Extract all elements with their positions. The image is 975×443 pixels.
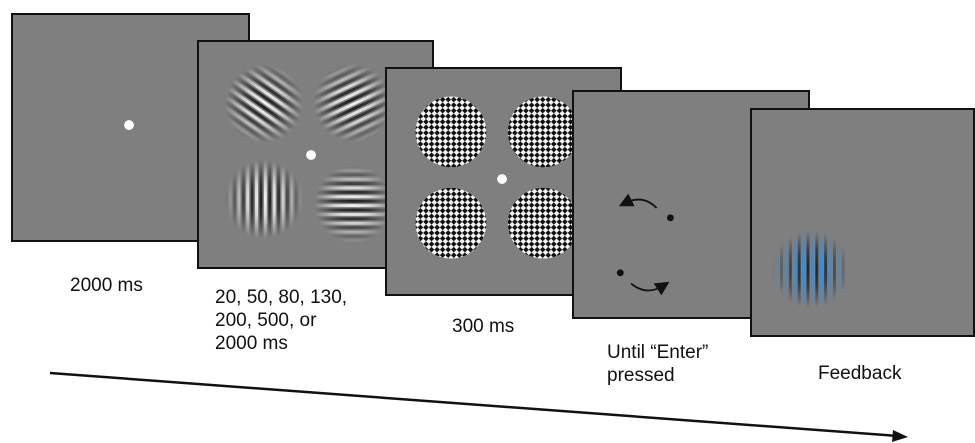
caption-line: 20, 50, 80, 130, (215, 287, 348, 308)
screen-feedback (750, 108, 975, 337)
caption-fixation: 2000 ms (70, 274, 143, 297)
caption-line: pressed (607, 365, 675, 386)
rotation-arrow-icon (630, 281, 670, 296)
gabor-patch-icon (300, 50, 405, 156)
fixation-dot-icon (497, 174, 507, 184)
caption-gabor-array: 20, 50, 80, 130, 200, 500, or 2000 ms (215, 286, 347, 355)
fixation-dot-icon (306, 150, 316, 160)
caption-line: Until “Enter” (607, 342, 709, 363)
mask-display (415, 96, 579, 259)
caption-line: Feedback (818, 363, 902, 384)
gabor-patch-icon (771, 229, 851, 309)
probe-dot (666, 214, 674, 222)
checkerboard-mask-icon (507, 187, 579, 259)
caption-line: 200, 500, or (215, 310, 317, 331)
rotation-arrow-icon (618, 193, 658, 209)
gabor-array-display (209, 49, 405, 244)
response-display (616, 193, 674, 296)
checkerboard-mask-icon (415, 96, 487, 168)
probe-dot (616, 269, 624, 277)
gabor-patch-icon (314, 164, 393, 244)
time-arrow-icon (49, 371, 899, 438)
feedback-display (771, 229, 851, 309)
caption-line: 2000 ms (215, 333, 288, 354)
arrowhead (892, 430, 908, 442)
caption-mask: 300 ms (452, 315, 514, 338)
checkerboard-mask-icon (415, 187, 487, 259)
caption-response: Until “Enter” pressed (607, 341, 708, 387)
caption-line: 2000 ms (70, 275, 143, 296)
gabor-patch-icon (209, 49, 319, 159)
fixation-display (124, 120, 134, 130)
gabor-patch-icon (224, 159, 304, 239)
checkerboard-mask-icon (507, 96, 579, 168)
caption-line: 300 ms (452, 316, 515, 337)
fixation-dot-icon (124, 120, 134, 130)
caption-feedback: Feedback (818, 362, 901, 385)
